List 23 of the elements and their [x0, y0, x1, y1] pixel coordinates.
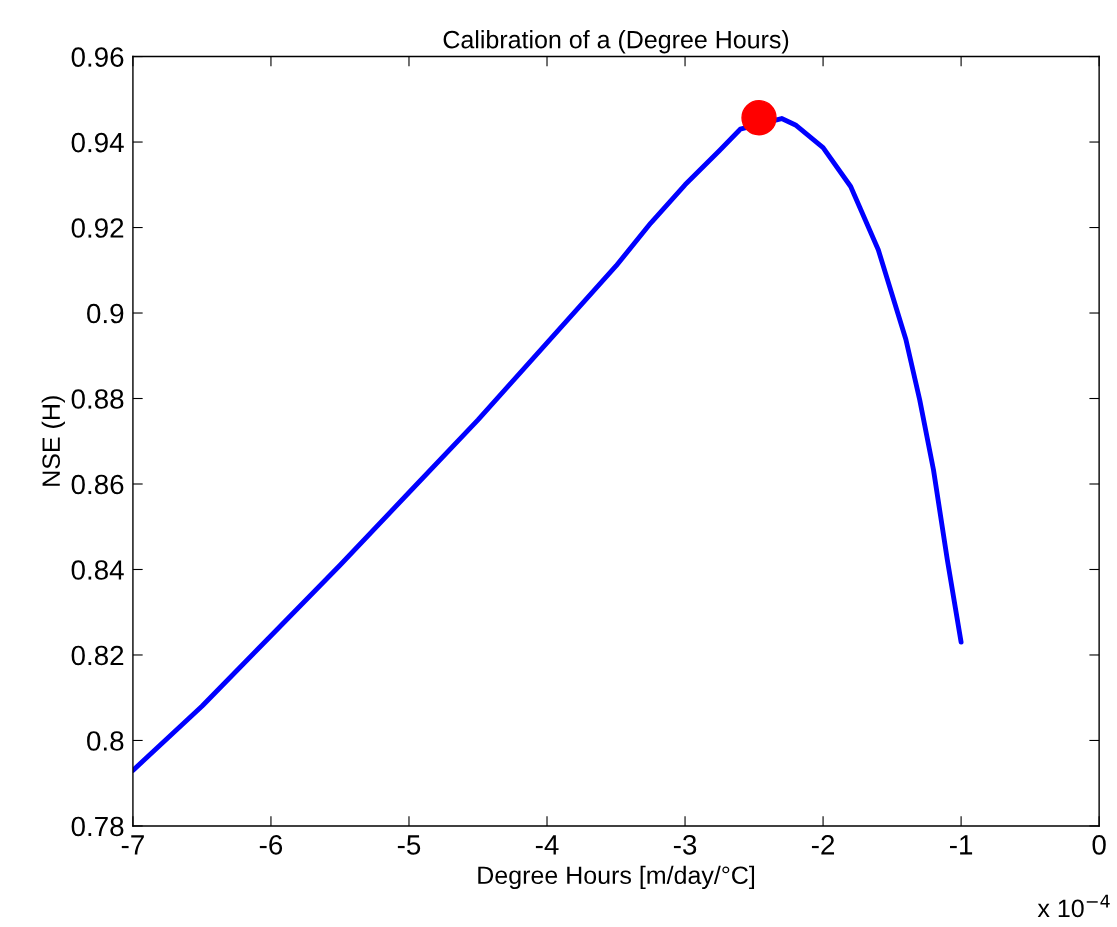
y-tick-label: 0.82	[71, 645, 124, 666]
x-tick-label: -7	[121, 835, 144, 855]
chart-title: Calibration of a (Degree Hours)	[443, 30, 789, 54]
x-axis-title: Degree Hours [m/day/°C]	[478, 865, 755, 890]
x-tick-label: -1	[949, 835, 973, 855]
line-series	[132, 116, 964, 773]
y-tick-label: 0.88	[71, 389, 124, 409]
x-tick-label: 0	[1092, 835, 1106, 855]
y-tick-label: 0.94	[71, 132, 124, 153]
y-tick-label: 0.92	[71, 218, 124, 238]
y-tick-label: 0.78	[71, 816, 124, 837]
y-tick-label: 0.84	[71, 560, 124, 580]
text: x 10$^{−4}$	[1037, 894, 1110, 918]
y-tick-label: 0.8	[87, 731, 124, 751]
x-tick-label: -4	[535, 835, 559, 855]
x-tick-label: -5	[397, 835, 421, 855]
y-tick-label: 0.96	[71, 47, 124, 67]
y-tick-label: 0.9	[87, 303, 124, 324]
x-tick-label: -6	[259, 835, 283, 855]
y-tick-label: 0.86	[71, 474, 124, 495]
x-tick-label: -3	[673, 835, 697, 855]
x-tick-label: -2	[811, 835, 835, 855]
y-axis-title: NSE (H)	[41, 396, 65, 486]
